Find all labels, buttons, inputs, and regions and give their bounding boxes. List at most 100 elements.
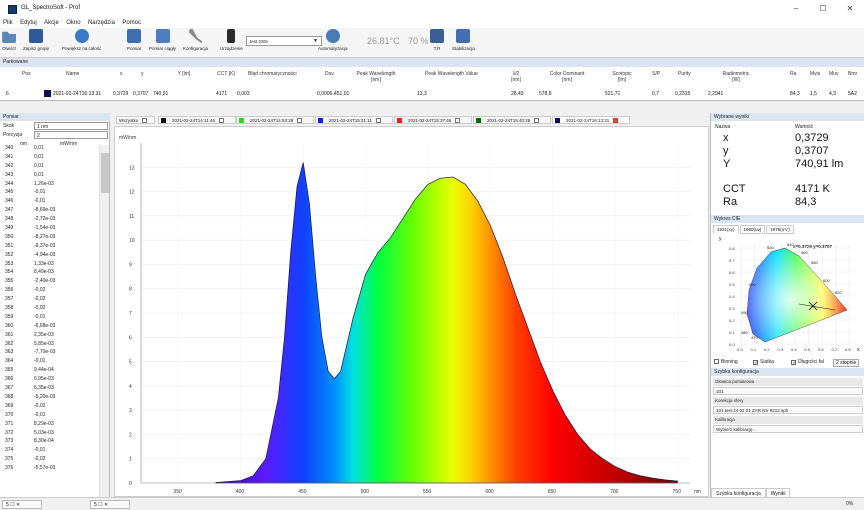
list-item[interactable]: 350 -8,27e-03 <box>0 234 98 243</box>
maximize-button[interactable]: ☐ <box>819 4 827 13</box>
tab-cie-1931[interactable]: 1931(xy) <box>713 225 739 234</box>
config-head-select[interactable]: 101 <box>713 387 863 395</box>
cell-peak-wavelength[interactable]: 451,01 <box>334 91 350 97</box>
list-item[interactable]: 353 1,33e-03 <box>0 261 98 270</box>
tab-series-2[interactable]: 2021-02-24T14:53:28 <box>236 116 314 124</box>
menu-tools[interactable]: Narzędzia <box>87 20 115 26</box>
list-item[interactable]: 375 -0,02 <box>0 456 98 465</box>
list-item[interactable]: 351 -9,37e-03 <box>0 243 98 252</box>
minimize-button[interactable]: – <box>793 4 799 13</box>
cell-dominant[interactable]: 578,8 <box>539 91 552 97</box>
list-item[interactable]: 352 -4,94e-03 <box>0 252 98 261</box>
tab-all[interactable]: Wszystko <box>116 116 155 124</box>
list-item[interactable]: 345 -0,01 <box>0 189 98 198</box>
list-item[interactable]: 374 -0,01 <box>0 447 98 456</box>
col-mvis[interactable]: Mvis <box>810 71 821 77</box>
col-sp[interactable]: S/P <box>652 71 661 77</box>
cell-y[interactable]: 0,3707 <box>133 91 149 97</box>
list-item[interactable]: 358 -0,02 <box>0 305 98 314</box>
open-button[interactable]: Otwórz <box>2 29 16 51</box>
list-item[interactable]: 343 0,01 <box>0 172 98 181</box>
list-item[interactable]: 360 -6,68e-03 <box>0 323 98 332</box>
cell-ra[interactable]: 84,3 <box>790 91 800 97</box>
col-scotopic[interactable]: Scotopic [lm] <box>612 71 632 83</box>
cell-Y[interactable]: 740,91 <box>153 91 169 97</box>
list-item[interactable]: 356 -0,02 <box>0 287 98 296</box>
cell-half-width[interactable]: 28,43 <box>511 91 524 97</box>
checkbox-icon[interactable] <box>297 118 303 123</box>
list-item[interactable]: 354 8,49e-03 <box>0 269 98 278</box>
col-name[interactable]: Name <box>66 71 80 77</box>
close-button[interactable]: ✕ <box>846 4 854 13</box>
checkbox-icon[interactable] <box>455 118 461 123</box>
measure-button[interactable]: Pomiar <box>127 29 141 51</box>
grid-checkbox[interactable]: ✓ Siatka <box>753 359 774 366</box>
tab-series-1[interactable]: 2021-02-24T14:11:46 <box>158 116 236 124</box>
col-chrom-error[interactable]: Błąd chromatyczności <box>248 71 297 77</box>
col-pos[interactable]: Pos <box>22 71 31 77</box>
configuration-button[interactable]: Konfiguracja <box>183 29 208 51</box>
cell-bmr[interactable]: 5A2 <box>848 91 857 97</box>
sphere-correction-select[interactable]: 101.test 24 02 21.ZAR.NV 9212.sph <box>713 406 863 414</box>
menu-file[interactable]: Plik <box>3 20 13 26</box>
list-item[interactable]: 376 -5,57e-03 <box>0 465 98 474</box>
list-item[interactable]: 342 0,01 <box>0 163 98 172</box>
close-tab-icon[interactable] <box>613 118 619 123</box>
zoom-fit-button[interactable]: Powiększ na całość <box>62 29 101 51</box>
list-item[interactable]: 366 6,95e-03 <box>0 376 98 385</box>
cell-name[interactable]: 2021-02-24T16:13:31 <box>53 91 102 97</box>
tab-series-6[interactable]: 2021-02-24T16:13:31 <box>552 116 630 124</box>
cell-mvis[interactable]: 1,5 <box>810 91 817 97</box>
list-item[interactable]: 340 0,01 <box>0 145 98 154</box>
menu-actions[interactable]: Akcje <box>44 20 59 26</box>
list-item[interactable]: 364 -0,01 <box>0 358 98 367</box>
list-scrollbar[interactable] <box>99 145 109 501</box>
cell-chrom-error[interactable]: 0,003 <box>237 91 250 97</box>
list-item[interactable]: 369 -0,02 <box>0 403 98 412</box>
tab-series-5[interactable]: 2021-02-24T15:40:28 <box>473 116 551 124</box>
calibration-select[interactable]: Wybierz kalibrację... <box>713 425 863 433</box>
menu-window[interactable]: Okno <box>66 20 81 26</box>
cell-purity[interactable]: 0,2315 <box>675 91 691 97</box>
col-cct[interactable]: CCT [K] <box>217 71 235 77</box>
checkbox-icon[interactable] <box>142 118 148 123</box>
list-item[interactable]: 367 6,35e-03 <box>0 385 98 394</box>
col-ra[interactable]: Ra <box>790 71 797 77</box>
col-purity[interactable]: Purity <box>678 71 691 77</box>
precision-spinbox[interactable]: 2 <box>34 131 108 139</box>
col-half-width[interactable]: λ/2 [nm] <box>511 71 521 83</box>
save-group-button[interactable]: Zapisz grupę <box>23 29 49 51</box>
list-item[interactable]: 362 5,85e-03 <box>0 341 98 350</box>
cell-pos[interactable]: 6 <box>6 91 9 97</box>
binning-checkbox[interactable]: Binning <box>714 359 738 365</box>
stabilization-button[interactable]: Stabilizacja <box>452 29 475 51</box>
cell-peak-value[interactable]: 13,3 <box>417 91 427 97</box>
list-item[interactable]: 373 8,30e-04 <box>0 438 98 447</box>
col-peak-wavelength[interactable]: Peak Wavelength [nm] <box>356 71 396 83</box>
list-item[interactable]: 355 -2,40e-03 <box>0 278 98 287</box>
list-item[interactable]: 361 2,35e-03 <box>0 332 98 341</box>
spectrum-chart[interactable]: 0 1 2 3 4 5 6 7 8 9 10 11 12 13 350 400 450 500 550 600 650 7… <box>114 126 709 497</box>
cell-sp[interactable]: 0,7 <box>652 91 659 97</box>
step-select[interactable]: 1 nm <box>34 122 108 130</box>
cell-x[interactable]: 0,3729 <box>113 91 129 97</box>
close-icon[interactable]: ✕ <box>16 502 21 508</box>
wavelengths-checkbox[interactable]: ✓ Długości fal <box>791 359 824 366</box>
automation-button[interactable]: Automatyzacja <box>318 29 348 51</box>
cell-muv[interactable]: 4,3 <box>829 91 836 97</box>
col-Y[interactable]: Y [lm] <box>177 71 191 77</box>
tab-cie-1976[interactable]: 1976(u'v') <box>766 225 794 234</box>
list-item[interactable]: 357 -0,02 <box>0 296 98 305</box>
list-item[interactable]: 370 -0,01 <box>0 412 98 421</box>
checkbox-icon[interactable] <box>218 118 224 123</box>
spectrum-data-list[interactable]: 340 0,01 341 0,01 342 0,01 343 0,01 344 1,26e-03 3… <box>0 145 98 501</box>
col-x[interactable]: x <box>120 71 123 77</box>
menu-help[interactable]: Pomoc <box>122 20 142 26</box>
list-item[interactable]: 363 -7,70e-03 <box>0 349 98 358</box>
scrollbar-thumb[interactable] <box>101 153 109 193</box>
list-item[interactable]: 347 -8,69e-03 <box>0 207 98 216</box>
list-item[interactable]: 359 -0,01 <box>0 314 98 323</box>
list-item[interactable]: 344 1,26e-03 <box>0 181 98 190</box>
close-icon[interactable]: ✕ <box>104 502 109 508</box>
tab-series-4[interactable]: 2021-02-24T15:37:46 <box>394 116 472 124</box>
